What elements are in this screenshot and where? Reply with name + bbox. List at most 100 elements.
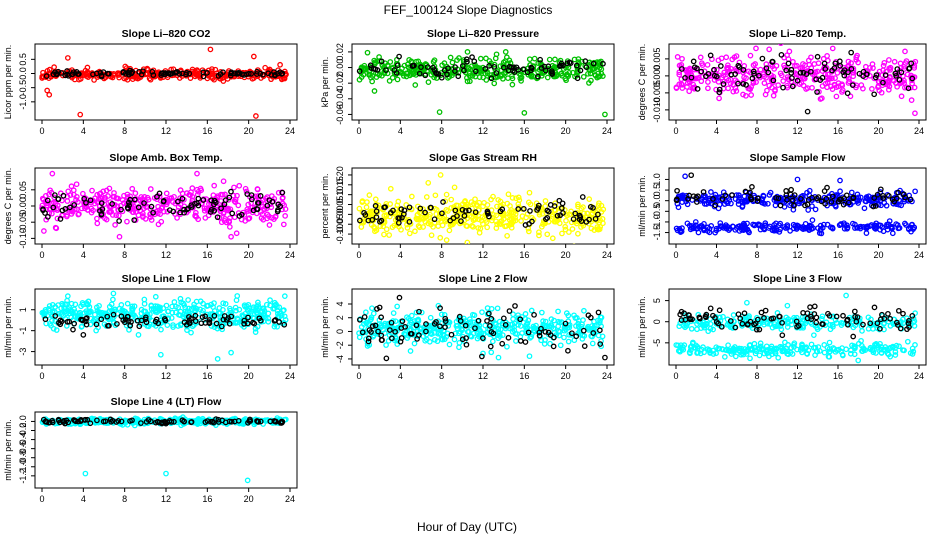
- x-tick-label: 16: [519, 250, 529, 260]
- data-point: [97, 310, 103, 316]
- data-point: [578, 205, 585, 212]
- data-point: [677, 347, 683, 354]
- data-point: [157, 351, 164, 358]
- data-point: [201, 205, 208, 212]
- data-point: [466, 316, 473, 323]
- data-point: [195, 195, 202, 202]
- data-point: [216, 305, 223, 311]
- data-point: [180, 300, 186, 307]
- data-point: [773, 220, 779, 227]
- data-point: [908, 60, 915, 67]
- data-point: [505, 334, 512, 341]
- data-point: [855, 357, 862, 364]
- data-point: [576, 216, 583, 223]
- data-point: [211, 182, 218, 189]
- data-point: [870, 349, 877, 356]
- data-point: [135, 331, 142, 338]
- data-point: [517, 316, 524, 323]
- data-point: [744, 220, 750, 227]
- data-point: [231, 198, 238, 204]
- data-point: [867, 344, 874, 351]
- data-point: [212, 199, 219, 206]
- figure-xlabel: Hour of Day (UTC): [417, 520, 517, 534]
- data-point: [586, 196, 593, 202]
- data-point: [673, 196, 680, 203]
- data-point: [713, 225, 720, 232]
- data-point: [722, 192, 729, 199]
- data-point: [912, 342, 918, 348]
- data-point: [602, 354, 608, 361]
- data-point: [416, 70, 423, 77]
- data-point: [819, 313, 826, 320]
- data-point: [469, 54, 475, 61]
- data-point: [912, 110, 918, 117]
- data-point: [233, 307, 239, 314]
- data-point: [742, 346, 748, 352]
- data-point: [194, 72, 201, 79]
- data-point: [848, 60, 854, 66]
- data-point: [574, 75, 581, 82]
- data-point: [483, 77, 490, 83]
- data-point: [784, 324, 791, 330]
- data-point: [597, 327, 603, 334]
- data-point: [824, 344, 831, 351]
- data-point: [829, 224, 836, 231]
- data-point: [67, 204, 73, 211]
- y-tick-label: -3: [18, 348, 28, 356]
- data-point: [46, 303, 53, 309]
- data-point: [455, 202, 461, 209]
- data-point: [171, 194, 177, 200]
- points: [39, 290, 289, 362]
- data-point: [253, 113, 259, 119]
- data-point: [778, 51, 785, 58]
- data-point: [129, 303, 136, 310]
- data-point: [459, 336, 466, 343]
- data-point: [854, 191, 861, 198]
- data-point: [502, 223, 508, 230]
- data-point: [864, 223, 871, 230]
- data-point: [877, 226, 883, 233]
- data-point: [491, 80, 498, 87]
- data-point: [226, 194, 233, 201]
- y-tick-label: 1.0: [652, 173, 662, 186]
- data-point: [425, 220, 432, 227]
- x-tick-label: 20: [873, 371, 883, 381]
- data-point: [383, 67, 389, 73]
- data-point: [739, 204, 746, 210]
- data-point: [824, 184, 830, 191]
- x-tick-label: 8: [122, 494, 127, 504]
- data-point: [586, 325, 592, 332]
- data-point: [144, 70, 151, 77]
- data-point: [411, 340, 418, 347]
- data-point: [591, 66, 598, 72]
- points: [39, 170, 289, 240]
- data-point: [587, 204, 594, 210]
- data-point: [497, 72, 504, 79]
- data-point: [528, 333, 535, 340]
- data-point: [254, 206, 261, 213]
- data-point: [551, 203, 558, 209]
- data-point: [844, 316, 851, 323]
- data-point: [431, 336, 438, 343]
- data-point: [765, 200, 771, 207]
- data-point: [385, 320, 392, 327]
- data-point: [437, 172, 444, 178]
- x-tick-label: 12: [478, 126, 488, 136]
- panel-title: Slope Line 4 (LT) Flow: [111, 396, 222, 408]
- data-point: [829, 193, 836, 200]
- data-point: [522, 311, 529, 317]
- data-point: [880, 193, 886, 199]
- data-point: [46, 91, 53, 98]
- data-point: [221, 201, 228, 208]
- y-axis-label: ml/min per min.: [637, 296, 647, 358]
- data-point: [859, 328, 865, 334]
- data-point: [520, 206, 527, 212]
- data-point: [380, 326, 386, 333]
- data-point: [106, 322, 112, 329]
- data-point: [768, 315, 775, 322]
- data-point: [679, 81, 685, 88]
- data-point: [887, 64, 894, 71]
- y-tick-label: -0.6: [18, 441, 28, 457]
- data-point: [752, 61, 759, 67]
- data-point: [438, 74, 445, 81]
